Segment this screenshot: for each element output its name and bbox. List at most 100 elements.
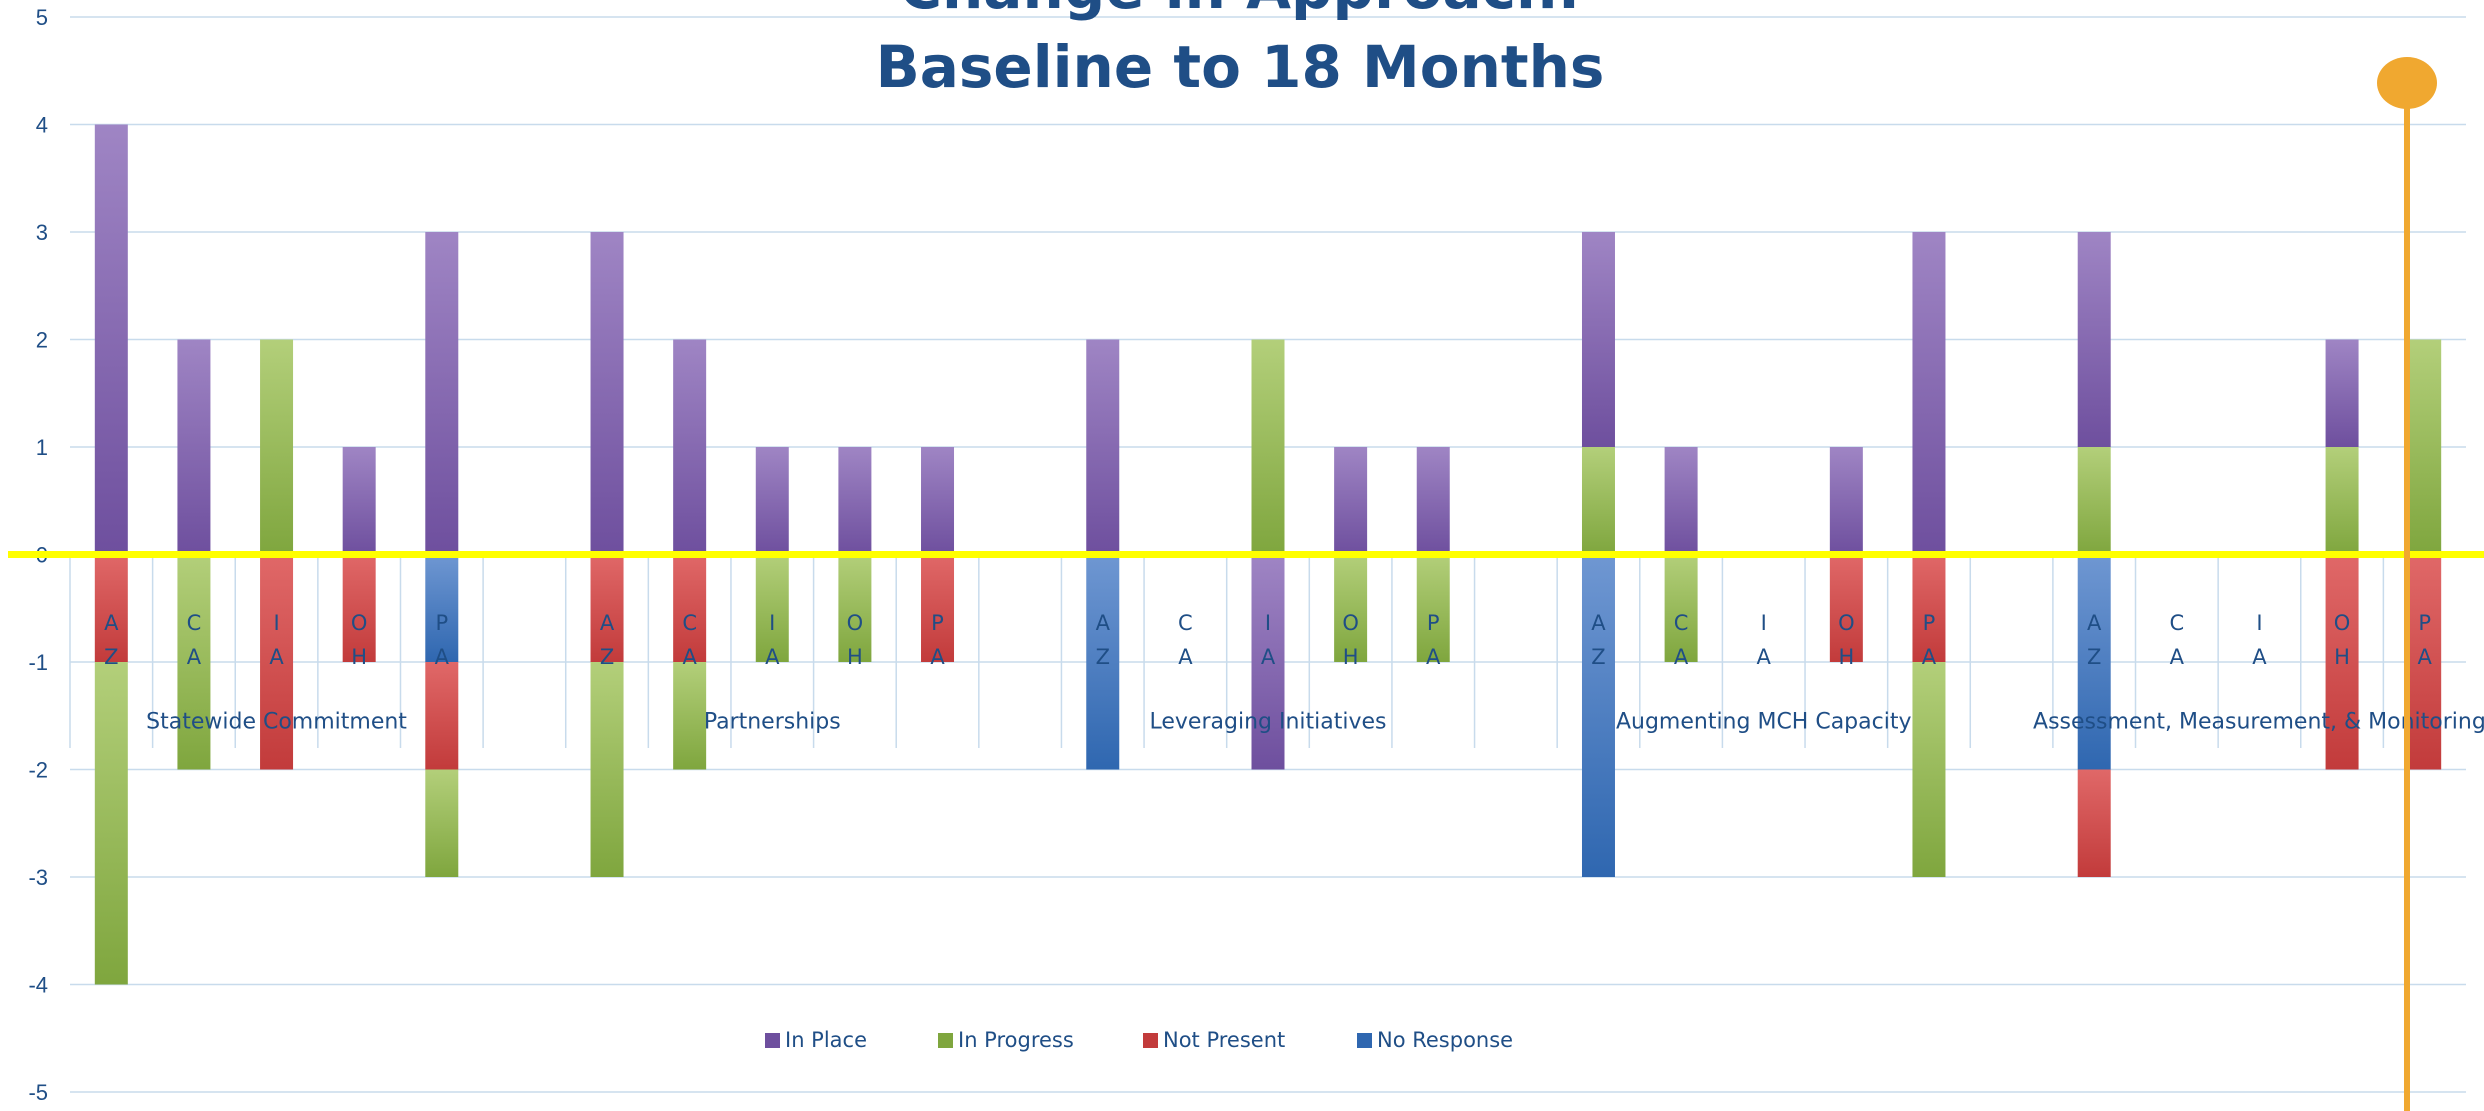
marker-knob <box>2377 57 2437 109</box>
bar-segment <box>425 769 459 877</box>
category-separators <box>69 556 2385 748</box>
state-label-char: A <box>1096 611 1111 635</box>
bar-segment <box>1664 447 1698 555</box>
group-label: Leveraging Initiatives <box>1150 710 1387 735</box>
state-label-char: I <box>1761 611 1767 635</box>
state-label-char: A <box>187 645 202 669</box>
state-label-char: I <box>2256 611 2262 635</box>
bar-segment <box>2325 339 2359 447</box>
group-label: Augmenting MCH Capacity <box>1616 710 1912 735</box>
state-label-char: A <box>2252 645 2267 669</box>
y-tick-label: -2 <box>28 758 48 783</box>
bar-segment <box>2325 447 2359 555</box>
bar-segment <box>1829 554 1863 662</box>
state-label-char: I <box>273 611 279 635</box>
state-label-char: C <box>1674 611 1689 635</box>
state-label-char: A <box>600 611 615 635</box>
state-label-char: A <box>2087 611 2102 635</box>
group-label: Assessment, Measurement, & Monitoring <box>2033 710 2484 735</box>
state-label-char: P <box>931 611 944 635</box>
bar-segment <box>1086 554 1120 770</box>
legend-swatch <box>765 1033 780 1048</box>
state-label-char: A <box>1757 645 1772 669</box>
state-label-char: O <box>1342 611 1359 635</box>
state-label-char: Z <box>1096 645 1110 669</box>
y-tick-label: 5 <box>36 5 48 30</box>
bar-segment <box>260 554 294 770</box>
bar-segment <box>425 662 459 770</box>
state-label-char: I <box>1265 611 1271 635</box>
legend: In Place In Progress Not Present No Respons… <box>765 1028 1513 1052</box>
state-label-char: P <box>1923 611 1936 635</box>
group-label: Statewide Commitment <box>146 710 407 735</box>
bar-segment <box>921 554 955 662</box>
state-label-char: O <box>847 611 864 635</box>
bar-segment <box>838 554 872 662</box>
bar-segment <box>838 447 872 555</box>
bar-segment <box>1581 232 1615 447</box>
state-label-char: C <box>682 611 697 635</box>
legend-label: Not Present <box>1163 1028 1285 1052</box>
state-label-char: O <box>351 611 368 635</box>
bar-segment <box>590 232 624 555</box>
state-label-char: P <box>2418 611 2431 635</box>
state-label-char: H <box>2334 645 2350 669</box>
vertical-marker <box>2377 57 2437 1111</box>
legend-label: No Response <box>1377 1028 1513 1052</box>
bar-segment <box>1912 662 1946 877</box>
bar-segment <box>2408 339 2442 555</box>
bar-segment <box>2077 447 2111 555</box>
bar-segment <box>2077 554 2111 770</box>
state-label-char: C <box>2169 611 2184 635</box>
state-label-char: A <box>269 645 284 669</box>
state-label-char: Z <box>600 645 614 669</box>
bar-segment <box>1416 447 1450 555</box>
bar-segment <box>673 662 707 770</box>
bar-segment <box>94 124 128 555</box>
state-label-char: C <box>1178 611 1193 635</box>
group-label: Partnerships <box>704 710 841 735</box>
bar-segment <box>94 662 128 985</box>
state-label-char: H <box>1343 645 1359 669</box>
bar-segment <box>94 554 128 662</box>
bar-segment <box>425 232 459 555</box>
y-axis-ticks: 543210-1-2-3-4-5 <box>28 5 48 1105</box>
legend-label: In Progress <box>958 1028 1074 1052</box>
state-label-char: A <box>2418 645 2433 669</box>
bar-segment <box>1334 554 1368 662</box>
state-label-char: H <box>1838 645 1854 669</box>
bar-segment <box>177 339 211 555</box>
legend-swatch <box>1357 1033 1372 1048</box>
state-labels: AZCAIAOHPAAZCAIAOHPAAZCAIAOHPAAZCAIAOHPA… <box>104 611 2432 669</box>
bar-segment <box>342 554 376 662</box>
bar-segment <box>1334 447 1368 555</box>
state-label-char: Z <box>104 645 118 669</box>
bar-segment <box>1251 554 1285 770</box>
state-label-char: Z <box>1591 645 1605 669</box>
y-tick-label: 3 <box>36 220 48 245</box>
state-label-char: A <box>1178 645 1193 669</box>
bar-segment <box>1581 447 1615 555</box>
bar-segment <box>1086 339 1120 555</box>
y-tick-label: 2 <box>36 328 48 353</box>
bar-segment <box>1581 554 1615 877</box>
bar-segment <box>1829 447 1863 555</box>
chart-title-line-2: Baseline to 18 Months <box>876 33 1605 101</box>
state-label-char: A <box>104 611 119 635</box>
state-label-char: O <box>2334 611 2351 635</box>
state-label-char: I <box>769 611 775 635</box>
bar-segment <box>590 554 624 662</box>
state-label-char: A <box>1261 645 1276 669</box>
bar-segment <box>1912 554 1946 662</box>
state-label-char: Z <box>2087 645 2101 669</box>
state-label-char: A <box>2170 645 2185 669</box>
bar-segment <box>2077 769 2111 877</box>
state-label-char: A <box>765 645 780 669</box>
bar-segment <box>1664 554 1698 662</box>
state-label-char: A <box>435 645 450 669</box>
bar-segment <box>425 554 459 662</box>
y-tick-label: -4 <box>28 973 48 998</box>
bar-segment <box>755 554 789 662</box>
state-label-char: A <box>1674 645 1689 669</box>
